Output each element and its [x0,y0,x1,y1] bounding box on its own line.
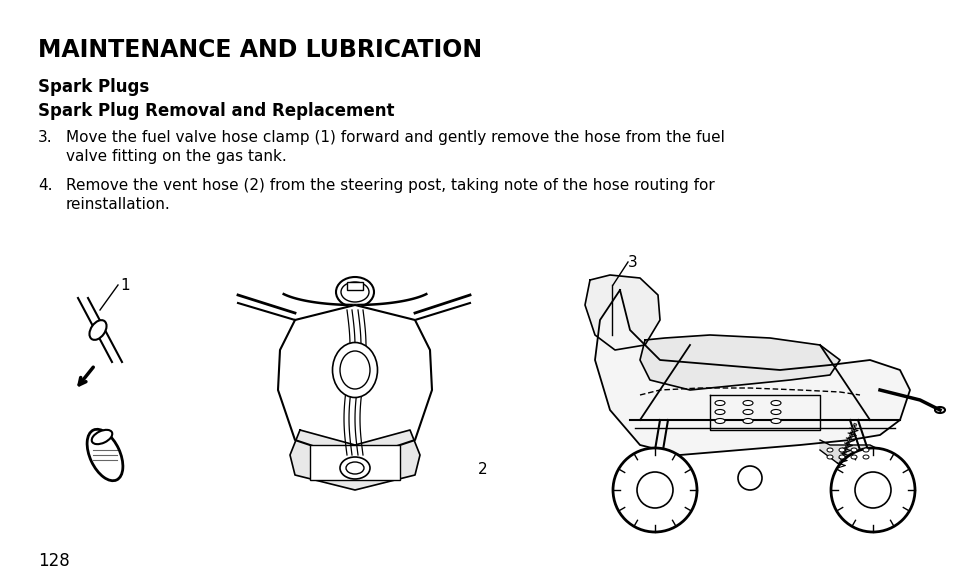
Polygon shape [290,430,419,490]
Ellipse shape [862,455,868,459]
Text: Spark Plug Removal and Replacement: Spark Plug Removal and Replacement [38,102,395,120]
FancyBboxPatch shape [234,267,464,477]
Text: Move the fuel valve hose clamp (1) forward and gently remove the hose from the f: Move the fuel valve hose clamp (1) forwa… [66,130,724,145]
Text: valve fitting on the gas tank.: valve fitting on the gas tank. [66,149,287,164]
Polygon shape [595,290,909,455]
Polygon shape [584,275,659,350]
Ellipse shape [742,400,752,406]
Polygon shape [639,335,840,390]
Ellipse shape [714,419,724,423]
Ellipse shape [339,351,370,389]
Ellipse shape [838,455,844,459]
Ellipse shape [862,448,868,452]
Text: 4.: 4. [38,178,52,193]
Text: Spark Plugs: Spark Plugs [38,78,149,96]
Ellipse shape [742,419,752,423]
Ellipse shape [98,453,118,477]
Ellipse shape [333,342,377,397]
Circle shape [854,472,890,508]
Text: Remove the vent hose (2) from the steering post, taking note of the hose routing: Remove the vent hose (2) from the steeri… [66,178,714,193]
Circle shape [613,448,697,532]
Ellipse shape [90,320,107,340]
Text: reinstallation.: reinstallation. [66,197,171,212]
Ellipse shape [838,448,844,452]
Text: 3: 3 [627,255,638,270]
Ellipse shape [850,455,856,459]
Ellipse shape [339,457,370,479]
Ellipse shape [770,419,781,423]
Ellipse shape [714,400,724,406]
Polygon shape [277,305,432,460]
Ellipse shape [826,448,832,452]
Ellipse shape [335,277,374,307]
Text: MAINTENANCE AND LUBRICATION: MAINTENANCE AND LUBRICATION [38,38,481,62]
Bar [310,445,399,480]
Ellipse shape [742,409,752,415]
Circle shape [637,472,672,508]
Circle shape [830,448,914,532]
Text: 1: 1 [120,278,130,293]
Ellipse shape [850,448,856,452]
Ellipse shape [934,407,944,413]
Ellipse shape [770,400,781,406]
Ellipse shape [346,462,364,474]
Ellipse shape [340,282,369,302]
Ellipse shape [714,409,724,415]
Text: 128: 128 [38,552,70,570]
Ellipse shape [91,430,112,444]
Ellipse shape [826,455,832,459]
Ellipse shape [770,409,781,415]
Circle shape [738,466,761,490]
Text: 3.: 3. [38,130,52,145]
Text: 2: 2 [477,462,487,477]
Ellipse shape [87,429,123,481]
Polygon shape [820,440,889,465]
Bar [347,282,363,290]
